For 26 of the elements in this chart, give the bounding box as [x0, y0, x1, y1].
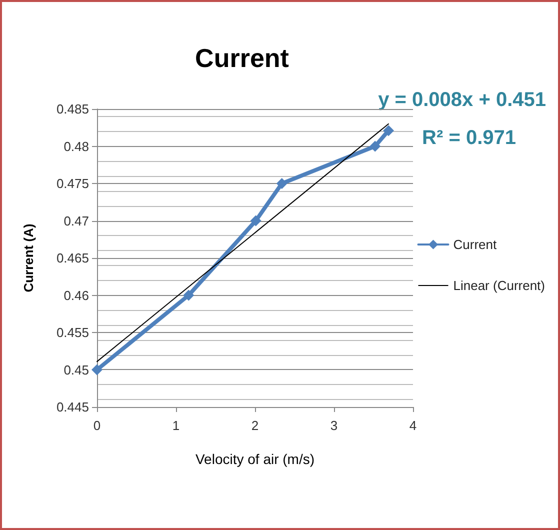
- chart-title: Current: [195, 43, 290, 73]
- point: [370, 140, 381, 152]
- legend-label: Current: [453, 237, 497, 252]
- x-axis-title: Velocity of air (m/s): [195, 451, 315, 467]
- legend-label: Linear (Current): [453, 278, 546, 293]
- y-tick-label: 0.48: [64, 138, 89, 154]
- y-tick-label: 0.46: [64, 288, 89, 303]
- point: [383, 125, 394, 136]
- x-tick-label: 4: [409, 418, 417, 433]
- y-tick-label: 0.45: [64, 362, 89, 378]
- x-tick-label: 2: [251, 418, 259, 433]
- x-tick-label: 3: [330, 418, 338, 433]
- y-tick-label: 0.445: [56, 400, 89, 414]
- y-tick-label: 0.455: [56, 325, 89, 340]
- point: [92, 364, 102, 376]
- x-tick-label: 0: [93, 418, 101, 433]
- point: [183, 290, 194, 301]
- point: [250, 215, 262, 226]
- point: [276, 178, 288, 189]
- text: R² = 0.971: [422, 127, 516, 149]
- y-tick-label: 0.485: [56, 102, 89, 116]
- y-tick-label: 0.475: [56, 176, 89, 191]
- y-tick-label: 0.47: [64, 213, 89, 228]
- y-axis-title: Current (A): [21, 224, 36, 292]
- x-tick-label: 1: [172, 418, 180, 433]
- y-tick-label: 0.465: [56, 250, 89, 266]
